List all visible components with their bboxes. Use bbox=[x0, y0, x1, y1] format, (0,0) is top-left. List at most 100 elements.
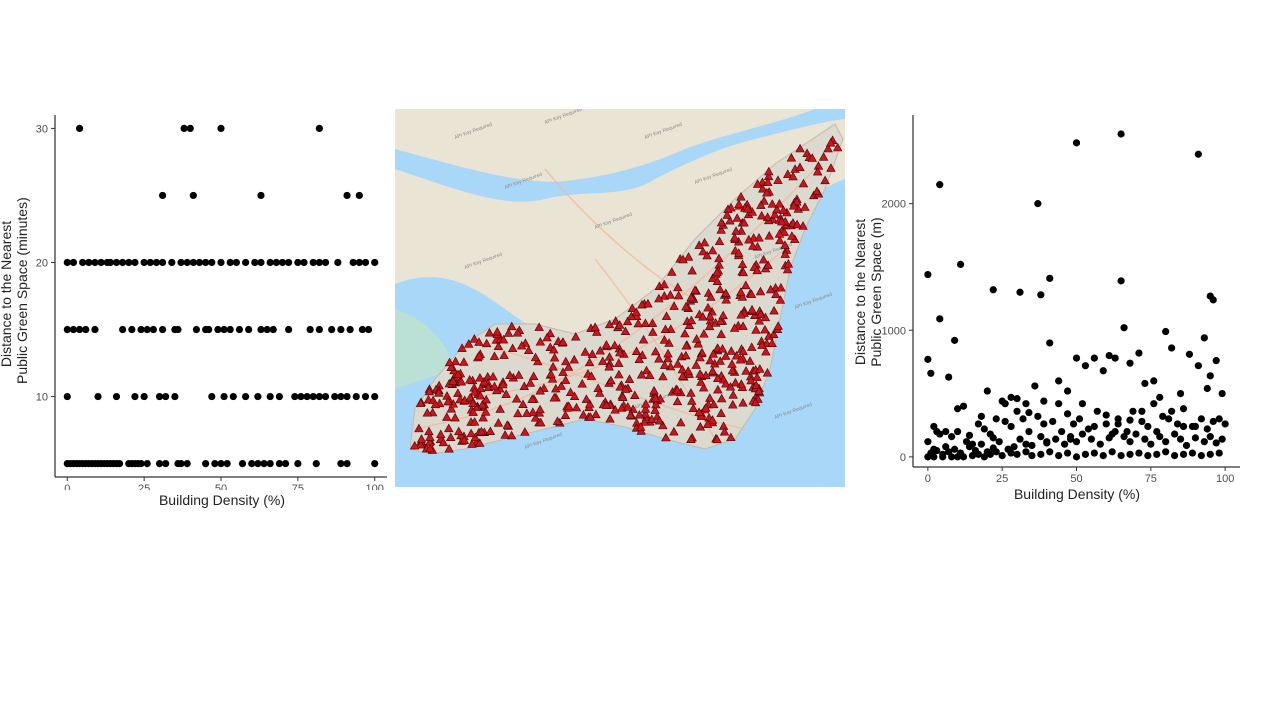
location-marker bbox=[450, 412, 460, 422]
data-point bbox=[1120, 324, 1128, 332]
location-marker bbox=[760, 324, 770, 334]
location-marker bbox=[681, 350, 691, 360]
data-point bbox=[1168, 407, 1176, 415]
location-marker bbox=[696, 377, 706, 386]
data-point bbox=[75, 325, 84, 334]
data-point bbox=[119, 325, 127, 334]
data-point bbox=[1218, 435, 1226, 443]
location-marker bbox=[695, 369, 705, 378]
location-marker bbox=[577, 379, 587, 388]
location-marker bbox=[695, 422, 706, 431]
data-point bbox=[152, 258, 161, 267]
data-point bbox=[91, 258, 99, 267]
left-chart-y-label-line2: Public Green Space (minutes) bbox=[14, 197, 30, 384]
location-marker bbox=[713, 384, 723, 394]
data-point bbox=[125, 258, 133, 267]
data-point bbox=[251, 258, 259, 267]
montreal-map: API Key Required API Key Required API Key … bbox=[395, 109, 845, 487]
location-marker bbox=[506, 430, 517, 440]
location-marker bbox=[456, 376, 467, 386]
data-point bbox=[1072, 354, 1081, 362]
data-point bbox=[1176, 435, 1185, 443]
data-point bbox=[1120, 433, 1128, 441]
data-point bbox=[1203, 384, 1211, 393]
location-marker bbox=[424, 426, 434, 436]
data-point bbox=[1209, 417, 1217, 426]
data-point bbox=[226, 325, 234, 334]
location-marker bbox=[647, 318, 658, 327]
data-point bbox=[1034, 200, 1042, 208]
location-marker bbox=[767, 199, 777, 208]
data-point bbox=[208, 392, 216, 401]
location-marker bbox=[465, 392, 475, 402]
location-marker bbox=[775, 295, 786, 304]
location-marker bbox=[614, 358, 624, 367]
location-marker bbox=[512, 327, 523, 337]
location-marker bbox=[663, 348, 673, 358]
location-marker bbox=[636, 422, 646, 431]
data-point bbox=[1102, 420, 1110, 428]
data-point bbox=[1019, 415, 1027, 423]
location-marker bbox=[481, 407, 491, 416]
data-point bbox=[82, 325, 90, 334]
location-marker bbox=[478, 412, 488, 422]
location-marker bbox=[520, 427, 530, 436]
data-point bbox=[980, 425, 988, 433]
location-marker bbox=[569, 354, 579, 364]
data-point bbox=[1206, 372, 1214, 380]
location-marker bbox=[586, 371, 597, 380]
location-marker bbox=[761, 346, 771, 356]
data-point bbox=[1200, 438, 1208, 446]
data-point bbox=[959, 402, 968, 410]
location-marker bbox=[634, 354, 644, 364]
x-tick-label: 0 bbox=[925, 473, 931, 485]
data-point bbox=[355, 191, 363, 200]
location-marker bbox=[610, 340, 620, 350]
x-tick-label: 75 bbox=[292, 483, 304, 490]
data-point bbox=[1034, 412, 1042, 420]
data-point bbox=[334, 258, 342, 267]
data-point bbox=[208, 258, 216, 267]
data-point bbox=[1209, 296, 1217, 304]
data-point bbox=[1001, 417, 1009, 426]
location-marker bbox=[640, 318, 651, 328]
x-tick-label: 75 bbox=[1145, 473, 1157, 485]
data-point bbox=[1111, 354, 1119, 362]
data-point bbox=[1156, 393, 1164, 401]
data-point bbox=[285, 258, 293, 267]
location-marker bbox=[414, 423, 424, 433]
data-point bbox=[951, 445, 959, 453]
data-point bbox=[205, 325, 213, 334]
data-point bbox=[266, 258, 274, 267]
data-point bbox=[1159, 412, 1167, 420]
data-point bbox=[1022, 400, 1030, 408]
data-point bbox=[155, 459, 164, 468]
data-point bbox=[1138, 417, 1146, 426]
data-point bbox=[936, 430, 944, 438]
data-point bbox=[1046, 448, 1054, 456]
data-point bbox=[1185, 350, 1194, 358]
location-marker bbox=[716, 329, 726, 338]
data-point bbox=[1096, 440, 1104, 448]
data-point bbox=[1055, 400, 1063, 408]
location-marker bbox=[489, 381, 500, 391]
location-marker bbox=[436, 429, 446, 439]
y-tick-label: 1000 bbox=[882, 325, 906, 337]
location-marker bbox=[665, 290, 676, 299]
location-marker bbox=[448, 376, 458, 385]
data-point bbox=[79, 258, 87, 267]
data-point bbox=[1013, 450, 1021, 458]
location-marker bbox=[571, 331, 581, 341]
data-point bbox=[1182, 441, 1191, 450]
data-point bbox=[1075, 415, 1084, 423]
location-marker bbox=[744, 234, 754, 244]
data-point bbox=[1117, 277, 1125, 285]
data-point bbox=[1147, 440, 1155, 448]
data-point bbox=[266, 459, 274, 468]
data-point bbox=[1037, 450, 1045, 458]
data-point bbox=[202, 258, 210, 267]
location-marker bbox=[731, 226, 741, 235]
data-point bbox=[1025, 427, 1033, 436]
data-point bbox=[91, 325, 99, 334]
location-marker bbox=[484, 327, 495, 337]
